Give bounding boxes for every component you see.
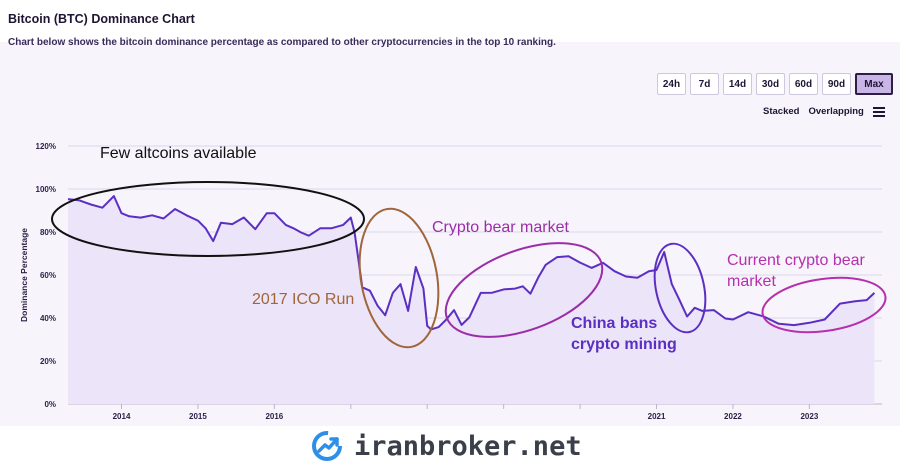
dominance-line [67, 195, 876, 331]
x-tick-label: 2022 [724, 412, 742, 421]
dominance-chart: 0% 20% 40% 60% 80% 100% 120% 2014 2015 2016 2021 2… [19, 142, 887, 421]
y-tick-label: 60% [40, 271, 56, 280]
range-button-14d[interactable]: 14d [723, 73, 752, 95]
dominance-area [68, 196, 875, 404]
stacked-toggle[interactable]: Stacked [763, 106, 800, 117]
x-tick-label: 2023 [800, 412, 818, 421]
x-tick-label: 2015 [189, 412, 207, 421]
annotation-ellipse-ico-run [358, 207, 440, 349]
y-axis-label: Dominance Percentage [19, 228, 29, 322]
range-button-90d[interactable]: 90d [822, 73, 851, 95]
y-tick-label: 120% [36, 142, 56, 151]
footer-branding: iranbroker.net [310, 426, 610, 466]
y-tick-label: 80% [40, 228, 56, 237]
annotation-few-altcoins: Few altcoins available [100, 145, 257, 162]
annotation-ellipse-bear-market [444, 242, 604, 338]
hamburger-icon[interactable] [872, 106, 885, 117]
page-title: Bitcoin (BTC) Dominance Chart [8, 12, 195, 26]
range-button-24h[interactable]: 24h [657, 73, 686, 95]
y-tick-label: 40% [40, 314, 56, 323]
annotation-ellipse-china-ban [653, 242, 707, 334]
annotation-china-bans: China bans [571, 315, 657, 332]
annotation-ellipse-current-bear [761, 276, 887, 334]
trend-arrow-icon [312, 431, 342, 461]
view-mode-group: Stacked Overlapping [763, 106, 885, 117]
x-tick-label: 2014 [113, 412, 131, 421]
annotation-current-bear: Current crypto bear [727, 252, 866, 269]
y-tick-label: 20% [40, 357, 56, 366]
x-tick-label: 2021 [648, 412, 666, 421]
range-button-max[interactable]: Max [855, 73, 893, 95]
page-subtitle: Chart below shows the bitcoin dominance … [8, 37, 556, 48]
y-tick-label: 100% [36, 185, 56, 194]
annotation-crypto-mining: crypto mining [571, 336, 677, 353]
range-button-7d[interactable]: 7d [690, 73, 719, 95]
annotation-ico-run: 2017 ICO Run [252, 291, 354, 308]
annotation-bear-market: Crypto bear market [432, 219, 569, 236]
y-tick-label: 0% [44, 400, 56, 409]
x-tick-label: 2016 [265, 412, 283, 421]
annotation-market: market [727, 273, 776, 290]
range-button-30d[interactable]: 30d [756, 73, 785, 95]
overlapping-toggle[interactable]: Overlapping [808, 106, 864, 117]
range-selector: 24h 7d 14d 30d 60d 90d Max [657, 73, 893, 95]
annotation-ellipse-few-altcoins [51, 181, 365, 257]
range-button-60d[interactable]: 60d [789, 73, 818, 95]
site-name: iranbroker.net [354, 430, 582, 462]
